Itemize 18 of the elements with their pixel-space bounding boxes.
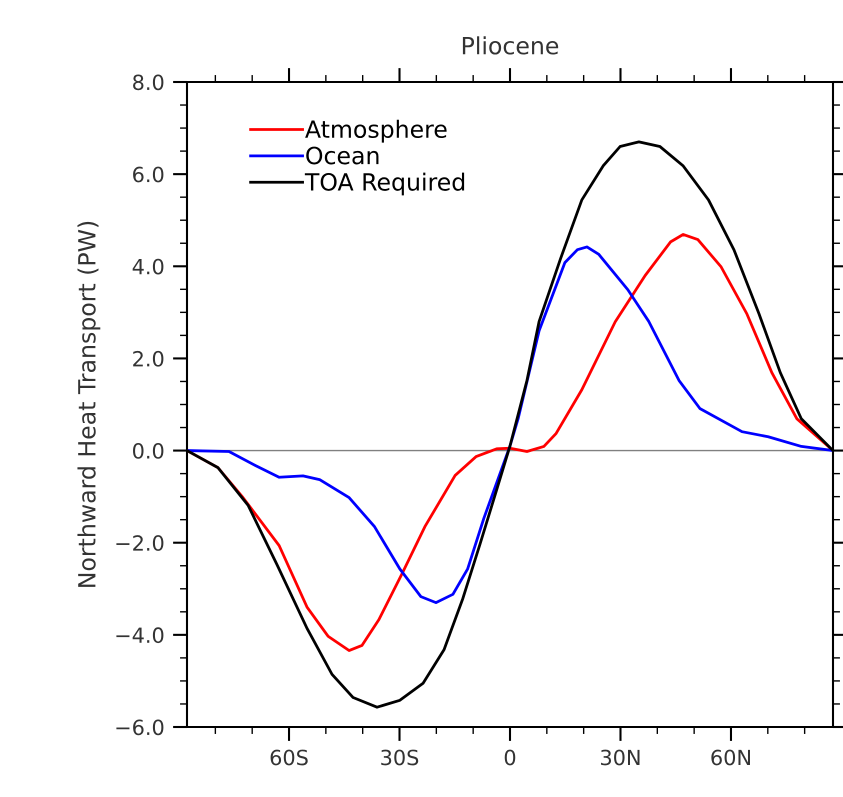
x-tick-label: 60N: [711, 750, 750, 766]
y-axis-title: Northward Heat Transport (PW): [77, 222, 100, 587]
x-tick-label: 60S: [270, 750, 308, 766]
y-tick-label: 6.0: [133, 166, 164, 182]
x-tick-label: 30N: [601, 750, 640, 766]
legend-label: Atmosphere: [305, 120, 447, 143]
y-tick-label: −6.0: [116, 719, 164, 736]
legend-label: Ocean: [306, 146, 378, 164]
x-tick-label: 0: [504, 750, 516, 766]
y-tick-label: −2.0: [116, 535, 164, 551]
legend-label: TOA Required: [304, 172, 464, 196]
chart-title: Pliocene: [462, 36, 558, 55]
y-tick-label: 2.0: [133, 350, 164, 367]
y-tick-label: −4.0: [116, 627, 164, 644]
y-tick-label: 0.0: [133, 443, 164, 459]
x-tick-label: 30S: [381, 750, 418, 766]
y-tick-label: 4.0: [132, 258, 164, 274]
y-tick-label: 8.0: [133, 74, 164, 90]
